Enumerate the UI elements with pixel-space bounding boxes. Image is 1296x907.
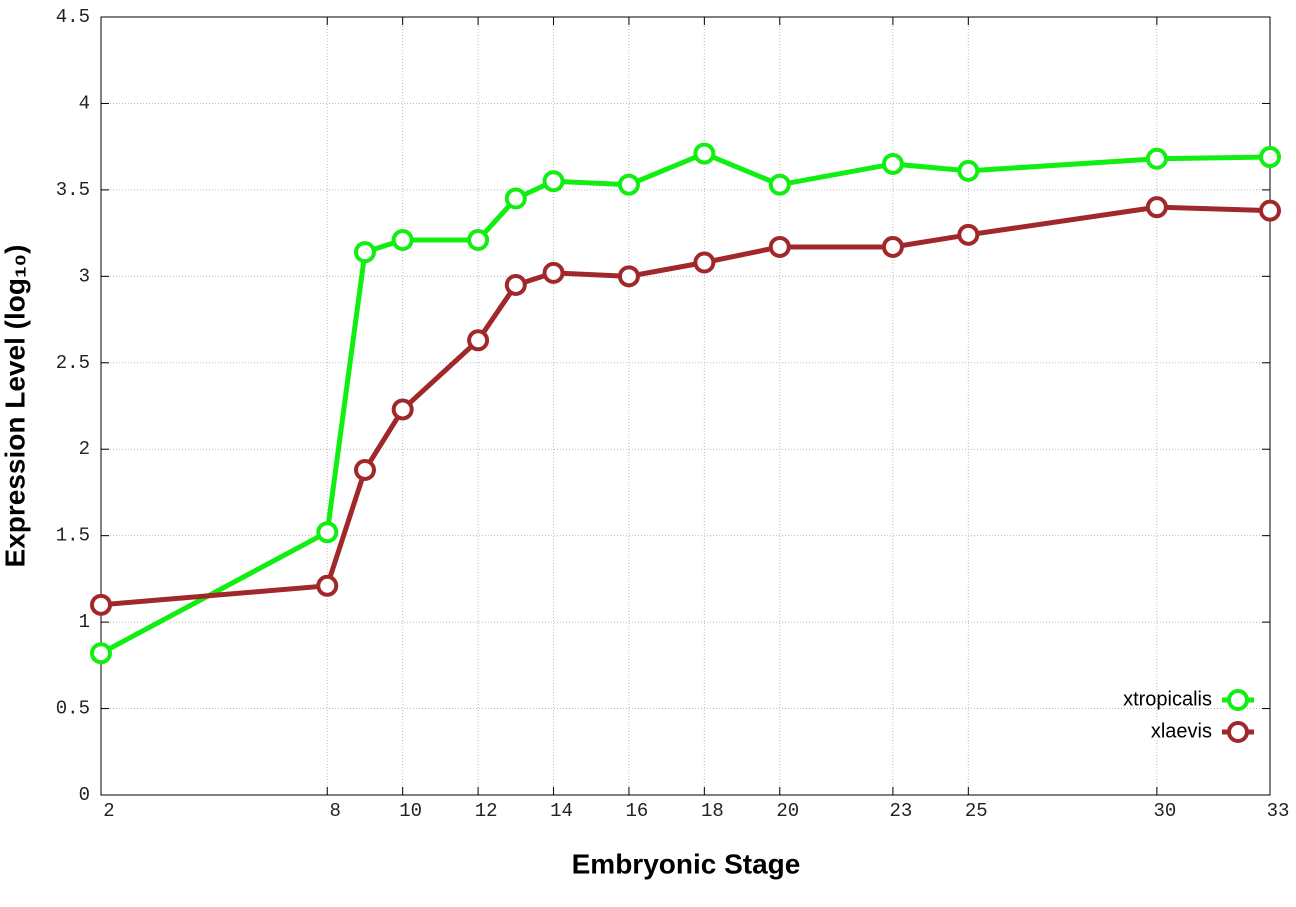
x-tick-label: 2 bbox=[103, 800, 114, 822]
x-tick-label: 10 bbox=[399, 800, 422, 822]
y-tick-label: 0.5 bbox=[56, 698, 90, 720]
data-point bbox=[467, 229, 490, 252]
y-tick-label: 4.5 bbox=[56, 6, 90, 28]
x-tick-label: 8 bbox=[330, 800, 341, 822]
data-point bbox=[504, 187, 527, 210]
y-tick-label: 1 bbox=[79, 611, 90, 633]
data-point bbox=[1259, 146, 1281, 169]
y-tick-label: 0 bbox=[79, 784, 90, 806]
y-tick-label: 2.5 bbox=[56, 352, 90, 374]
x-tick-label: 30 bbox=[1153, 800, 1176, 822]
x-tick-label: 33 bbox=[1267, 800, 1290, 822]
x-tick-label: 14 bbox=[550, 800, 573, 822]
data-point bbox=[693, 142, 716, 165]
y-tick-label: 2 bbox=[79, 438, 90, 460]
data-point bbox=[957, 223, 980, 246]
data-point bbox=[693, 251, 716, 274]
x-axis-label: Embryonic Stage bbox=[572, 848, 801, 879]
data-point bbox=[391, 229, 414, 252]
x-tick-label: 12 bbox=[475, 800, 498, 822]
y-tick-label: 3.5 bbox=[56, 179, 90, 201]
data-point bbox=[542, 261, 565, 284]
data-point bbox=[316, 574, 339, 597]
x-tick-label: 18 bbox=[701, 800, 724, 822]
y-tick-label: 1.5 bbox=[56, 525, 90, 547]
data-point bbox=[768, 173, 791, 196]
data-point bbox=[353, 241, 376, 264]
x-tick-label: 20 bbox=[776, 800, 799, 822]
data-point bbox=[90, 642, 112, 665]
y-tick-label: 3 bbox=[79, 265, 90, 287]
legend-marker bbox=[1227, 721, 1249, 743]
data-point bbox=[617, 265, 640, 288]
plot-frame bbox=[100, 16, 1271, 796]
data-point bbox=[617, 173, 640, 196]
x-tick-label: 25 bbox=[965, 800, 988, 822]
data-point bbox=[316, 521, 339, 544]
data-point bbox=[391, 398, 414, 421]
y-axis-label: Expression Level (log₁₀) bbox=[0, 245, 30, 568]
x-tick-label: 16 bbox=[626, 800, 649, 822]
legend-label: xlaevis bbox=[1151, 720, 1212, 742]
y-tick-label: 4 bbox=[79, 92, 90, 114]
data-point bbox=[467, 329, 490, 352]
legend-label: xtropicalis bbox=[1123, 688, 1212, 710]
data-point bbox=[90, 593, 112, 616]
legend-marker bbox=[1227, 689, 1249, 711]
data-point bbox=[1259, 199, 1281, 222]
data-point bbox=[957, 159, 980, 182]
data-point bbox=[881, 235, 904, 258]
data-point bbox=[1145, 147, 1168, 170]
data-point bbox=[542, 170, 565, 193]
data-point bbox=[353, 458, 376, 481]
series-line bbox=[100, 204, 1271, 608]
data-point bbox=[768, 235, 791, 258]
series-line bbox=[99, 150, 1271, 656]
data-point bbox=[1145, 196, 1168, 219]
data-point bbox=[504, 273, 527, 296]
data-point bbox=[881, 152, 904, 175]
x-tick-label: 23 bbox=[889, 800, 912, 822]
